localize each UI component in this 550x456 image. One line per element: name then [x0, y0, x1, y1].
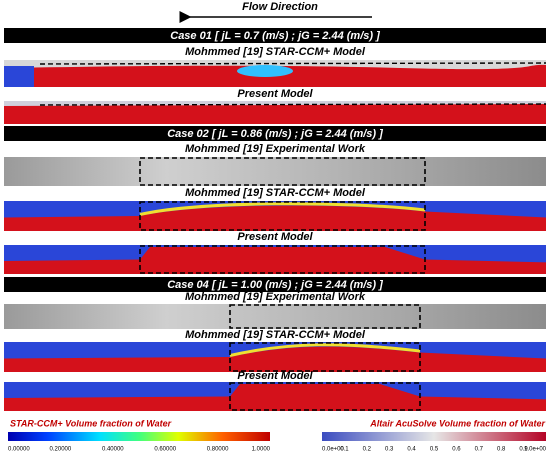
colorbar-tick: 0.0e+00: [322, 447, 345, 453]
dashed-region: [229, 304, 421, 329]
colorbar-tick: 0.60000: [154, 447, 176, 453]
case-bar: [4, 277, 546, 292]
case-bar: [4, 126, 546, 141]
contour-water: [4, 384, 546, 411]
experimental-image: [4, 304, 546, 329]
panel-label: Present Model: [237, 370, 313, 382]
colorbar-tick: 0.3: [385, 447, 394, 453]
contour-inlet: [4, 66, 34, 87]
panel-label: Mohmmed [19] STAR-CCM+ Model: [185, 329, 366, 341]
colorbar-tick: 0.2: [363, 447, 372, 453]
case-title: Case 02 [ jL = 0.86 (m/s) ; jG = 2.44 (m…: [167, 128, 383, 140]
contour-water: [4, 104, 546, 124]
colorbar-tick: 0.5: [430, 447, 439, 453]
colorbar-tick: 1.0000: [252, 447, 271, 453]
colorbar-tick: 0.6: [452, 447, 461, 453]
colorbar-tick: 0.9: [519, 447, 528, 453]
colorbar: [322, 432, 546, 441]
colorbar-tick: 0.7: [475, 447, 484, 453]
panel-label: Present Model: [237, 231, 313, 243]
colorbar-tick: 0.8: [497, 447, 506, 453]
colorbar-tick: 0.4: [407, 447, 416, 453]
case-title: Case 01 [ jL = 0.7 (m/s) ; jG = 2.44 (m/…: [170, 30, 380, 42]
case-bar: [4, 28, 546, 43]
colorbar-tick: 1.0e+00: [524, 447, 547, 453]
experimental-image: [4, 157, 546, 186]
panel-label: Mohmmed [19] STAR-CCM+ Model: [185, 187, 366, 199]
case-title: Case 04 [ jL = 1.00 (m/s) ; jG = 2.44 (m…: [167, 279, 383, 291]
dashed-region: [139, 245, 426, 274]
colorbar-tick: 0.1: [340, 447, 349, 453]
colorbar-tick: 0.20000: [50, 447, 72, 453]
flow-direction: Flow Direction: [242, 1, 318, 13]
dashed-interface: [39, 62, 547, 65]
legend-title: STAR-CCM+ Volume fraction of Water: [10, 418, 172, 428]
colorbar: [8, 432, 270, 441]
contour-water: [4, 346, 546, 372]
colorbar-tick: 0.80000: [207, 447, 229, 453]
dashed-interface: [39, 103, 547, 106]
colorbar-tick: 0.40000: [102, 447, 124, 453]
dashed-region: [139, 201, 426, 231]
panel-label: Present Model: [237, 88, 313, 100]
legend-title: Altair AcuSolve Volume fraction of Water: [369, 418, 545, 428]
contour-interface: [229, 343, 421, 357]
contour-wave: [237, 65, 293, 77]
dashed-region: [229, 382, 421, 411]
panel-label: Mohmmed [19] Experimental Work: [185, 143, 366, 155]
colorbar-tick: 0.00000: [8, 447, 30, 453]
dashed-region: [229, 342, 421, 372]
dashed-region: [139, 157, 426, 186]
panel-label: Mohmmed [19] Experimental Work: [185, 291, 366, 303]
contour-interface: [139, 202, 426, 216]
panel-label: Mohmmed [19] STAR-CCM+ Model: [185, 46, 366, 58]
